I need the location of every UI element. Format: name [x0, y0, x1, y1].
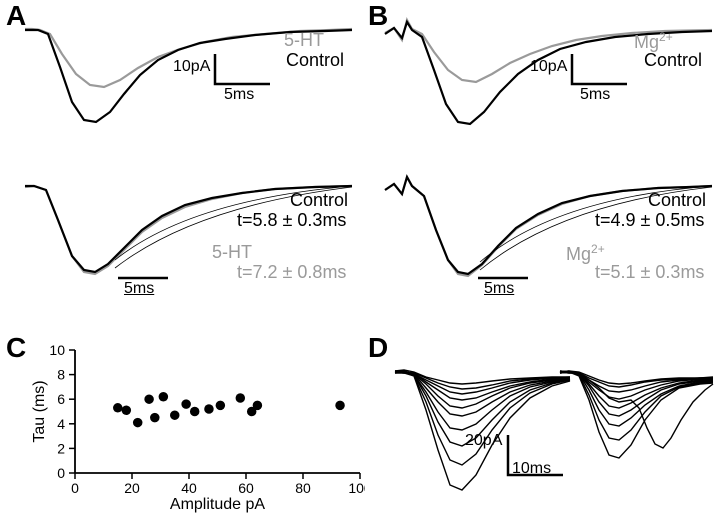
svg-text:60: 60: [238, 480, 254, 496]
scalebar-b-top: [572, 54, 627, 84]
panel-a-top-legend-control: Control: [286, 50, 344, 72]
svg-text:Amplitude pA: Amplitude pA: [170, 496, 265, 513]
svg-text:20: 20: [124, 480, 140, 496]
scale-a-bot-x: 5ms: [124, 280, 154, 298]
figure-root: A B C D 5-HT Control 10pA 5ms Control t=…: [0, 0, 720, 514]
scale-a-top-x: 5ms: [224, 86, 254, 104]
svg-text:0: 0: [71, 480, 79, 496]
svg-text:2: 2: [57, 440, 65, 456]
panel-a-bot-tau-control: t=5.8 ± 0.3ms: [237, 210, 346, 232]
svg-text:0: 0: [57, 465, 65, 481]
panel-a-bot-legend-control: Control: [290, 190, 348, 212]
svg-text:40: 40: [181, 480, 197, 496]
scale-b-bot-x: 5ms: [484, 280, 514, 298]
svg-text:Tau (ms): Tau (ms): [31, 380, 48, 442]
svg-text:10: 10: [49, 345, 65, 358]
panel-a-bot-tau-treated: t=7.2 ± 0.8ms: [237, 262, 346, 284]
panel-b-bot-legend-control: Control: [648, 190, 706, 212]
panel-d-left-svg: [390, 350, 575, 510]
panel-b-top-legend-control: Control: [644, 50, 702, 72]
svg-text:8: 8: [57, 367, 65, 383]
panel-a-top-legend-treated: 5-HT: [284, 30, 324, 52]
panel-c-svg: 0 20 40 60 80 100 0 2 4 6 8 10 Amplitude pA Tau (ms): [30, 345, 365, 513]
panel-b-bot-tau-control: t=4.9 ± 0.5ms: [595, 210, 704, 232]
scale-b-top-y: 10pA: [530, 58, 567, 76]
svg-text:6: 6: [57, 391, 65, 407]
scalebar-a-top: [215, 54, 270, 84]
scale-d-y: 20pA: [465, 432, 502, 450]
scale-b-top-x: 5ms: [580, 86, 610, 104]
panel-b-bot-tau-treated: t=5.1 ± 0.3ms: [595, 262, 704, 284]
svg-text:100: 100: [348, 480, 365, 496]
panel-d-right-svg: [555, 350, 720, 510]
svg-text:4: 4: [57, 416, 65, 432]
svg-text:80: 80: [295, 480, 311, 496]
panel-c-label: C: [6, 332, 26, 364]
panel-a-bot-legend-treated: 5-HT: [212, 242, 252, 264]
panel-d-label: D: [368, 332, 388, 364]
scale-d-x: 10ms: [512, 460, 551, 478]
scale-a-top-y: 10pA: [173, 58, 210, 76]
